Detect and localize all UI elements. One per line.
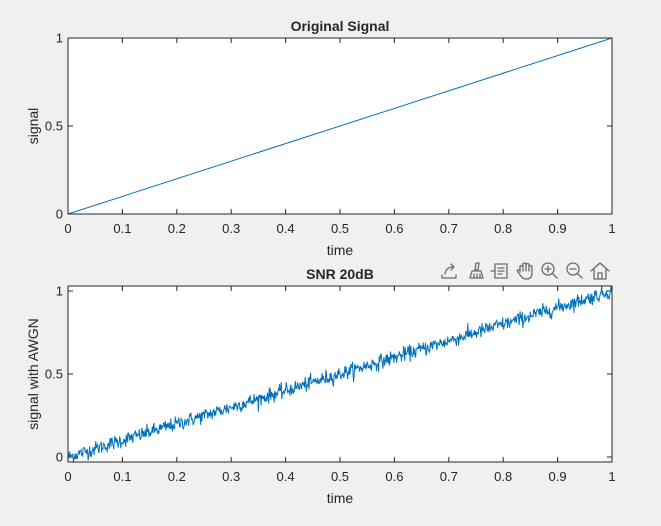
axes-original-signal: Original Signal time signal 0 0.1 0.2 0.3 0.… — [25, 18, 616, 258]
chart-title: SNR 20dB — [306, 266, 374, 282]
series-line-original — [67, 37, 613, 215]
y-tick-label: 1 — [56, 31, 63, 46]
x-tick-label: 0.9 — [549, 221, 567, 236]
x-tick-label: 0 — [64, 221, 71, 236]
x-axis-label: time — [327, 490, 354, 506]
home-icon[interactable] — [590, 262, 610, 280]
x-tick-label: 0.4 — [277, 469, 295, 484]
axis-ticks: 0 0.1 0.2 0.3 0.4 0.5 0.6 0.7 0.8 0.9 1 0 0.5 1 — [45, 31, 616, 237]
x-tick-label: 0.3 — [222, 221, 240, 236]
x-tick-label: 0.2 — [168, 469, 186, 484]
x-tick-label: 0.3 — [222, 469, 240, 484]
x-tick-label: 0.4 — [277, 221, 295, 236]
chart-title: Original Signal — [291, 18, 390, 34]
x-tick-label: 0.6 — [385, 469, 403, 484]
y-tick-label: 0 — [56, 207, 63, 222]
export-icon[interactable] — [441, 263, 457, 279]
axes-toolbar — [441, 262, 610, 280]
axes-snr-20db: SNR 20dB time signal with AWGN 0 0.1 0.2 0.… — [25, 266, 616, 506]
data-tips-icon[interactable] — [490, 263, 508, 279]
x-tick-label: 0.1 — [113, 221, 131, 236]
series-line-noisy — [67, 285, 613, 463]
x-tick-label: 0.8 — [494, 221, 512, 236]
x-tick-label: 0.5 — [331, 469, 349, 484]
x-tick-label: 1 — [608, 469, 615, 484]
x-axis-label: time — [327, 242, 354, 258]
y-axis-label: signal — [25, 108, 41, 145]
x-tick-label: 0.8 — [494, 469, 512, 484]
brush-icon[interactable] — [469, 262, 484, 279]
x-tick-label: 0.5 — [331, 221, 349, 236]
x-tick-label: 0.9 — [549, 469, 567, 484]
y-tick-label: 0.5 — [45, 119, 63, 134]
x-tick-label: 0.7 — [440, 469, 458, 484]
x-tick-label: 0.2 — [168, 221, 186, 236]
x-tick-label: 1 — [608, 221, 615, 236]
axis-ticks: 0 0.1 0.2 0.3 0.4 0.5 0.6 0.7 0.8 0.9 1 0 0.5 1 — [45, 283, 616, 484]
y-tick-label: 0.5 — [45, 367, 63, 382]
x-tick-label: 0.1 — [113, 469, 131, 484]
y-axis-label: signal with AWGN — [25, 318, 41, 430]
x-tick-label: 0.6 — [385, 221, 403, 236]
x-tick-label: 0.7 — [440, 221, 458, 236]
y-tick-label: 1 — [56, 283, 63, 298]
x-tick-label: 0 — [64, 469, 71, 484]
pan-icon[interactable] — [516, 262, 533, 280]
zoom-out-icon[interactable] — [566, 262, 583, 279]
y-tick-label: 0 — [56, 450, 63, 465]
axes-box — [67, 285, 613, 463]
zoom-in-icon[interactable] — [541, 262, 558, 279]
axes-box — [67, 37, 613, 215]
